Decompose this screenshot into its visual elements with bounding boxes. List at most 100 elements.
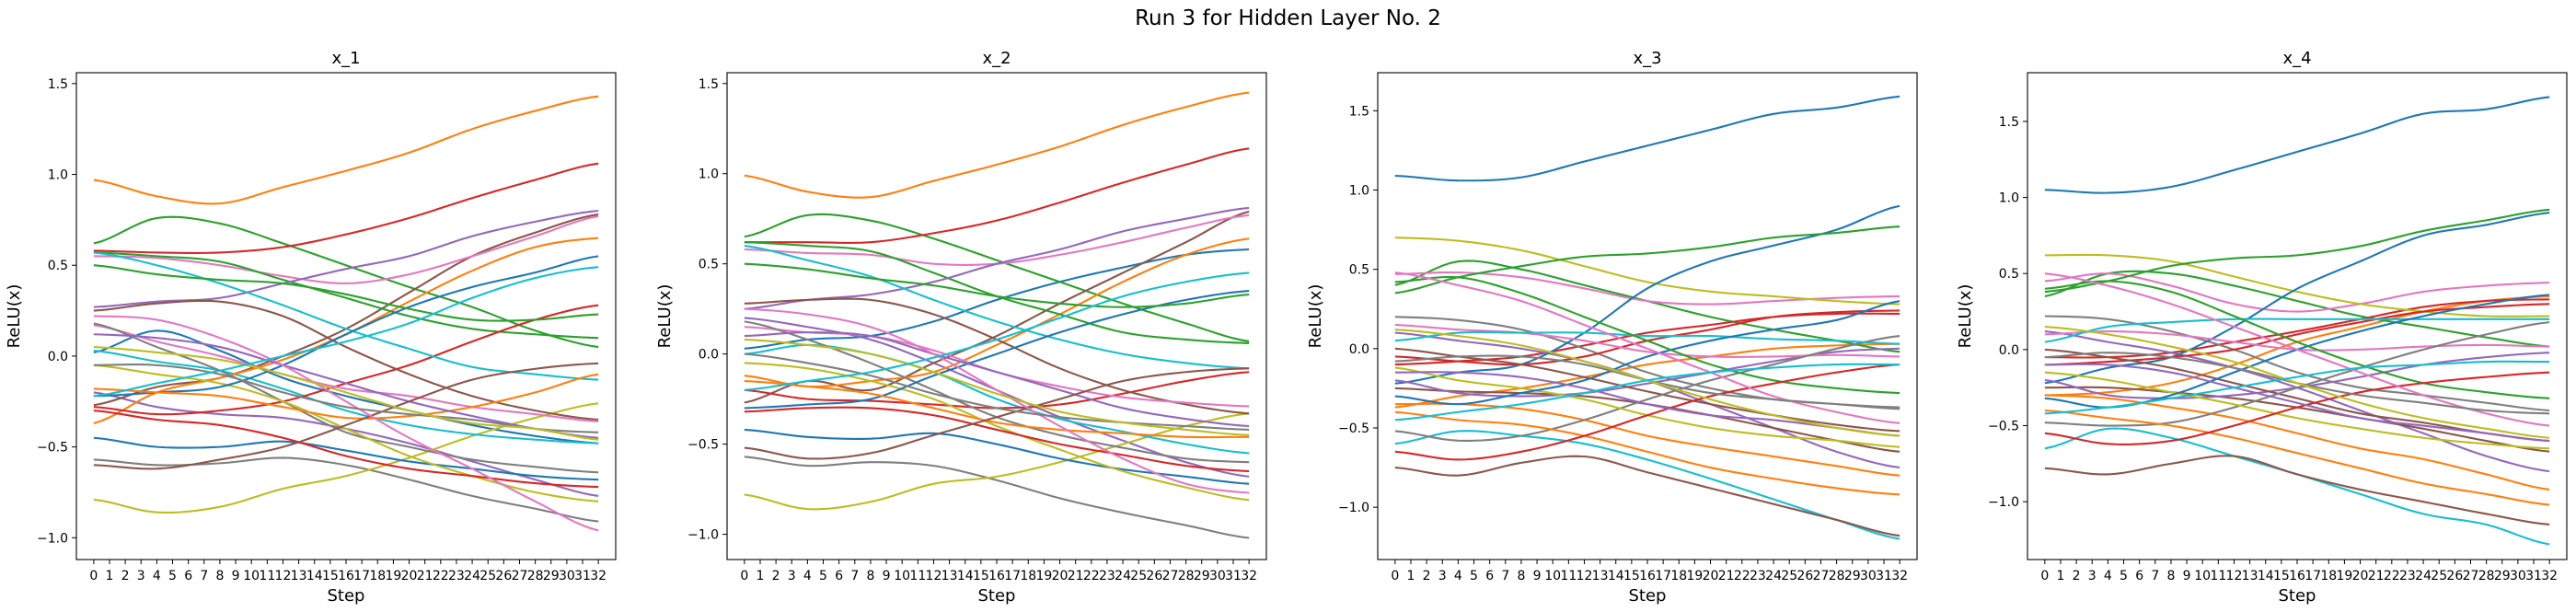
series-line-21 xyxy=(744,290,1250,410)
series-line-24 xyxy=(1394,364,1900,461)
series-line-14 xyxy=(2044,303,2550,366)
series-group xyxy=(2044,96,2550,546)
series-line-11 xyxy=(1394,204,1900,385)
series-line-17 xyxy=(93,324,599,423)
x-tick-label: 17 xyxy=(353,569,370,583)
x-tick-label: 28 xyxy=(2478,569,2495,583)
series-line-23 xyxy=(1394,275,1900,395)
series-line-4 xyxy=(1394,312,1900,366)
x-tick-label: 30 xyxy=(2510,569,2526,583)
series-line-26 xyxy=(744,367,1250,460)
x-tick-label: 23 xyxy=(1750,569,1766,583)
series-line-7 xyxy=(93,214,599,285)
series-line-10 xyxy=(1394,430,1900,540)
x-tick-label: 2 xyxy=(121,569,130,583)
series-line-21 xyxy=(93,255,599,398)
series-line-10 xyxy=(93,349,599,445)
figure-title: Run 3 for Hidden Layer No. 2 xyxy=(1135,6,1441,30)
x-tick-label: 15 xyxy=(1623,569,1640,583)
x-tick-label: 10 xyxy=(2194,569,2211,583)
x-tick-label: 19 xyxy=(385,569,401,583)
x-tick-label: 28 xyxy=(527,569,544,583)
series-line-8 xyxy=(744,456,1250,539)
series-line-20 xyxy=(744,245,1250,370)
series-line-9 xyxy=(744,412,1250,511)
series-line-19 xyxy=(744,362,1250,502)
x-tick-label: 20 xyxy=(2352,569,2369,583)
x-tick-label: 16 xyxy=(1639,569,1656,583)
x-tick-label: 0 xyxy=(89,569,98,583)
x-tick-label: 6 xyxy=(835,569,843,583)
x-tick-label: 0 xyxy=(1391,569,1399,583)
series-group xyxy=(744,91,1250,539)
x-tick-label: 15 xyxy=(2273,569,2290,583)
series-line-21 xyxy=(1394,300,1900,406)
x-tick-label: 29 xyxy=(1844,569,1861,583)
series-line-26 xyxy=(2044,455,2550,526)
y-tick-label: 1.5 xyxy=(48,77,68,92)
y-tick-label: 0.0 xyxy=(1349,342,1369,357)
series-line-11 xyxy=(93,436,599,481)
series-line-22 xyxy=(2044,409,2550,506)
series-line-29 xyxy=(744,338,1250,436)
x-tick-label: 20 xyxy=(1052,569,1069,583)
x-tick-label: 19 xyxy=(1035,569,1052,583)
y-tick-label: 1.0 xyxy=(48,168,68,183)
x-tick-label: 14 xyxy=(306,569,323,583)
x-tick-label: 11 xyxy=(2210,569,2226,583)
series-line-2 xyxy=(744,91,1250,199)
x-tick-label: 20 xyxy=(401,569,418,583)
x-tick-label: 12 xyxy=(1577,569,1593,583)
x-tick-label: 3 xyxy=(788,569,796,583)
x-tick-label: 32 xyxy=(1891,569,1908,583)
series-line-20 xyxy=(2044,318,2550,343)
x-tick-label: 32 xyxy=(2541,569,2558,583)
x-tick-label: 2 xyxy=(772,569,780,583)
series-line-30 xyxy=(93,266,599,398)
x-tick-label: 13 xyxy=(291,569,307,583)
series-line-24 xyxy=(744,406,1250,473)
x-tick-label: 26 xyxy=(2446,569,2463,583)
series-line-22 xyxy=(744,379,1250,439)
x-tick-label: 13 xyxy=(2242,569,2258,583)
x-tick-label: 4 xyxy=(153,569,161,583)
series-line-9 xyxy=(2044,253,2550,318)
x-tick-label: 29 xyxy=(1194,569,1210,583)
x-axis-label: Step xyxy=(978,586,1016,606)
series-line-26 xyxy=(1394,455,1900,537)
x-tick-label: 11 xyxy=(1560,569,1577,583)
x-tick-label: 8 xyxy=(2166,569,2175,583)
series-group xyxy=(93,95,599,532)
series-line-4 xyxy=(744,147,1250,244)
x-tick-label: 26 xyxy=(1146,569,1162,583)
y-tick-label: −0.5 xyxy=(1988,420,2019,434)
series-line-3 xyxy=(744,213,1250,342)
series-line-22 xyxy=(93,373,599,420)
x-tick-label: 12 xyxy=(2226,569,2243,583)
y-tick-label: 0.0 xyxy=(699,348,719,363)
x-tick-label: 30 xyxy=(1860,569,1877,583)
series-line-24 xyxy=(2044,371,2550,445)
x-tick-label: 5 xyxy=(2120,569,2128,583)
x-tick-label: 24 xyxy=(2415,569,2432,583)
x-tick-label: 5 xyxy=(819,569,827,583)
x-tick-label: 31 xyxy=(2525,569,2542,583)
y-tick-label: 1.0 xyxy=(1349,184,1369,199)
x-tick-label: 13 xyxy=(1592,569,1609,583)
series-line-11 xyxy=(2044,212,2550,385)
x-tick-label: 32 xyxy=(590,569,606,583)
series-line-8 xyxy=(93,456,599,523)
x-tick-label: 18 xyxy=(369,569,386,583)
series-line-13 xyxy=(1394,225,1900,294)
series-line-4 xyxy=(93,162,599,254)
series-line-30 xyxy=(2044,360,2550,415)
x-tick-label: 31 xyxy=(1225,569,1242,583)
y-tick-label: 0.5 xyxy=(1349,263,1369,278)
series-line-24 xyxy=(93,410,599,489)
panel-x_1: −1.0−0.50.00.51.01.50 1 2 3 4 5 6 7 8 9 10 11 12 13 14… xyxy=(5,49,617,606)
x-tick-label: 12 xyxy=(275,569,292,583)
x-tick-label: 4 xyxy=(803,569,812,583)
series-line-19 xyxy=(93,364,599,502)
series-line-12 xyxy=(1394,402,1900,477)
x-tick-label: 26 xyxy=(1796,569,1813,583)
